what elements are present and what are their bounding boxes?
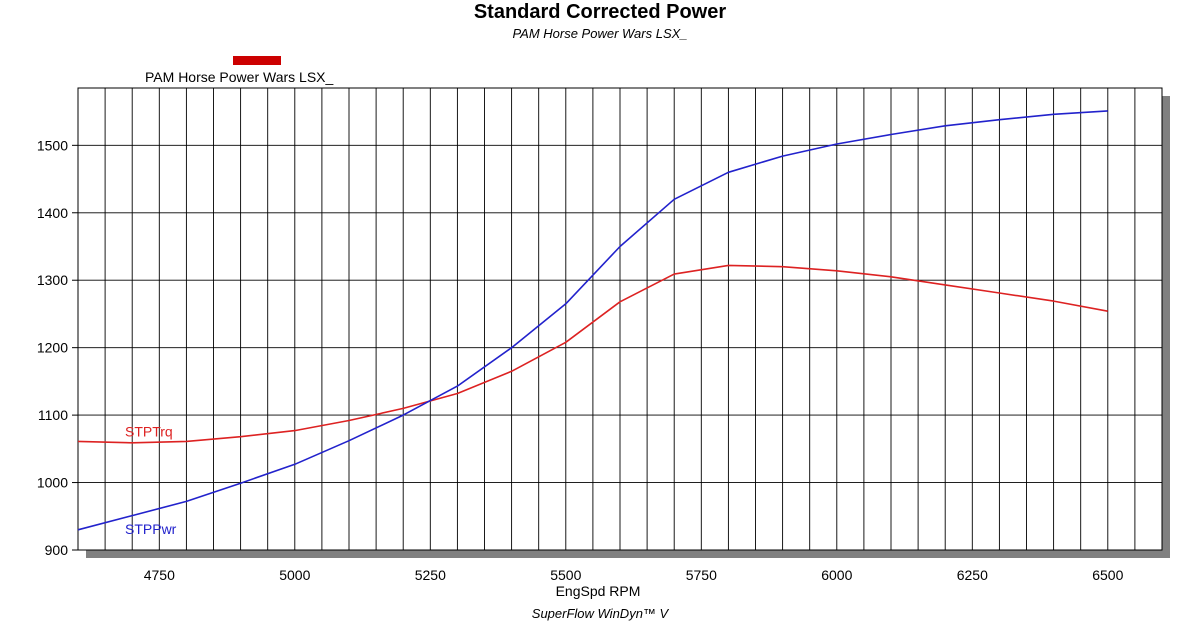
legend-label: PAM Horse Power Wars LSX_ bbox=[145, 69, 334, 85]
x-tick-label: 6250 bbox=[957, 567, 988, 583]
x-tick-label: 5250 bbox=[415, 567, 446, 583]
y-tick-label: 1000 bbox=[37, 475, 68, 491]
x-tick-label: 5750 bbox=[686, 567, 717, 583]
plot-shadow-right bbox=[1162, 96, 1170, 558]
x-tick-label: 5500 bbox=[550, 567, 581, 583]
legend-swatch bbox=[233, 56, 281, 65]
series-lines: STPTrq STPPwr bbox=[77, 110, 1108, 537]
grid-lines bbox=[78, 88, 1162, 550]
x-axis-label: EngSpd RPM bbox=[556, 583, 641, 599]
series-line-stptrq bbox=[77, 264, 1108, 444]
x-tick-label: 4750 bbox=[144, 567, 175, 583]
x-tick-label: 5000 bbox=[279, 567, 310, 583]
series-line-stppwr bbox=[77, 110, 1108, 531]
y-tick-label: 1300 bbox=[37, 272, 68, 288]
x-tick-label: 6500 bbox=[1092, 567, 1123, 583]
x-tick-label: 6000 bbox=[821, 567, 852, 583]
y-tick-label: 1500 bbox=[37, 137, 68, 153]
chart-subtitle: PAM Horse Power Wars LSX_ bbox=[512, 26, 688, 41]
footer-credit: SuperFlow WinDyn™ V bbox=[531, 606, 669, 621]
y-axis-ticks: 900 1000 1100 1200 1300 1400 1500 bbox=[37, 137, 78, 558]
y-tick-label: 1200 bbox=[37, 340, 68, 356]
x-axis-ticks: 4750 5000 5250 5500 5750 6000 6250 6500 bbox=[144, 567, 1124, 583]
y-tick-label: 1100 bbox=[38, 407, 68, 423]
y-tick-label: 1400 bbox=[37, 205, 68, 221]
plot-shadow-bottom bbox=[86, 550, 1170, 558]
series-label-stppwr: STPPwr bbox=[125, 521, 177, 537]
y-tick-label: 900 bbox=[45, 542, 69, 558]
chart-title: Standard Corrected Power bbox=[473, 1, 727, 23]
series-label-stptrq: STPTrq bbox=[125, 423, 173, 439]
